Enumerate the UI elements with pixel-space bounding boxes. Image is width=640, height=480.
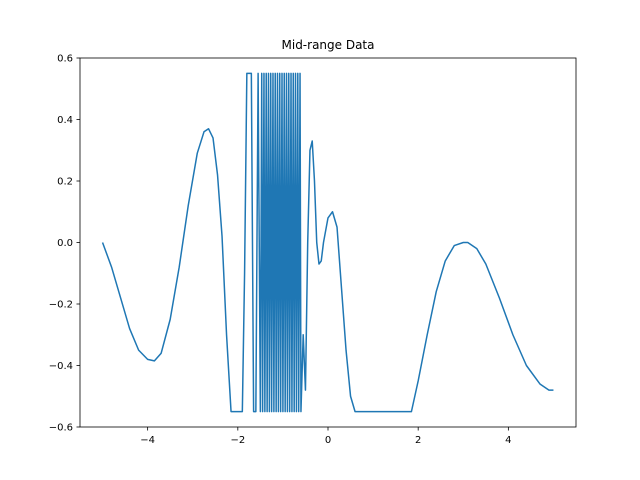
y-tick-label: 0.4 xyxy=(57,115,73,126)
x-tick-label: 4 xyxy=(505,435,511,446)
series-line-0 xyxy=(101,72,554,413)
plot-frame xyxy=(79,57,577,428)
axes: −4 −2 0 2 4 −0.6 −0.4 −0.2 0.0 0.2 0.4 0.6 xyxy=(49,54,577,446)
y-tick-label: −0.4 xyxy=(49,361,73,372)
x-tick-label: −2 xyxy=(230,435,245,446)
y-tick-label: 0.2 xyxy=(57,177,73,188)
chart-title: Mid-range Data xyxy=(282,38,375,52)
y-tick-label: −0.2 xyxy=(49,300,73,311)
x-tick-label: 2 xyxy=(415,435,421,446)
x-tick-label: 0 xyxy=(325,435,331,446)
x-tick-label: −4 xyxy=(140,435,155,446)
y-tick-label: −0.6 xyxy=(49,423,73,434)
y-tick-label: 0.0 xyxy=(57,238,73,249)
y-tick-label: 0.6 xyxy=(57,54,73,65)
